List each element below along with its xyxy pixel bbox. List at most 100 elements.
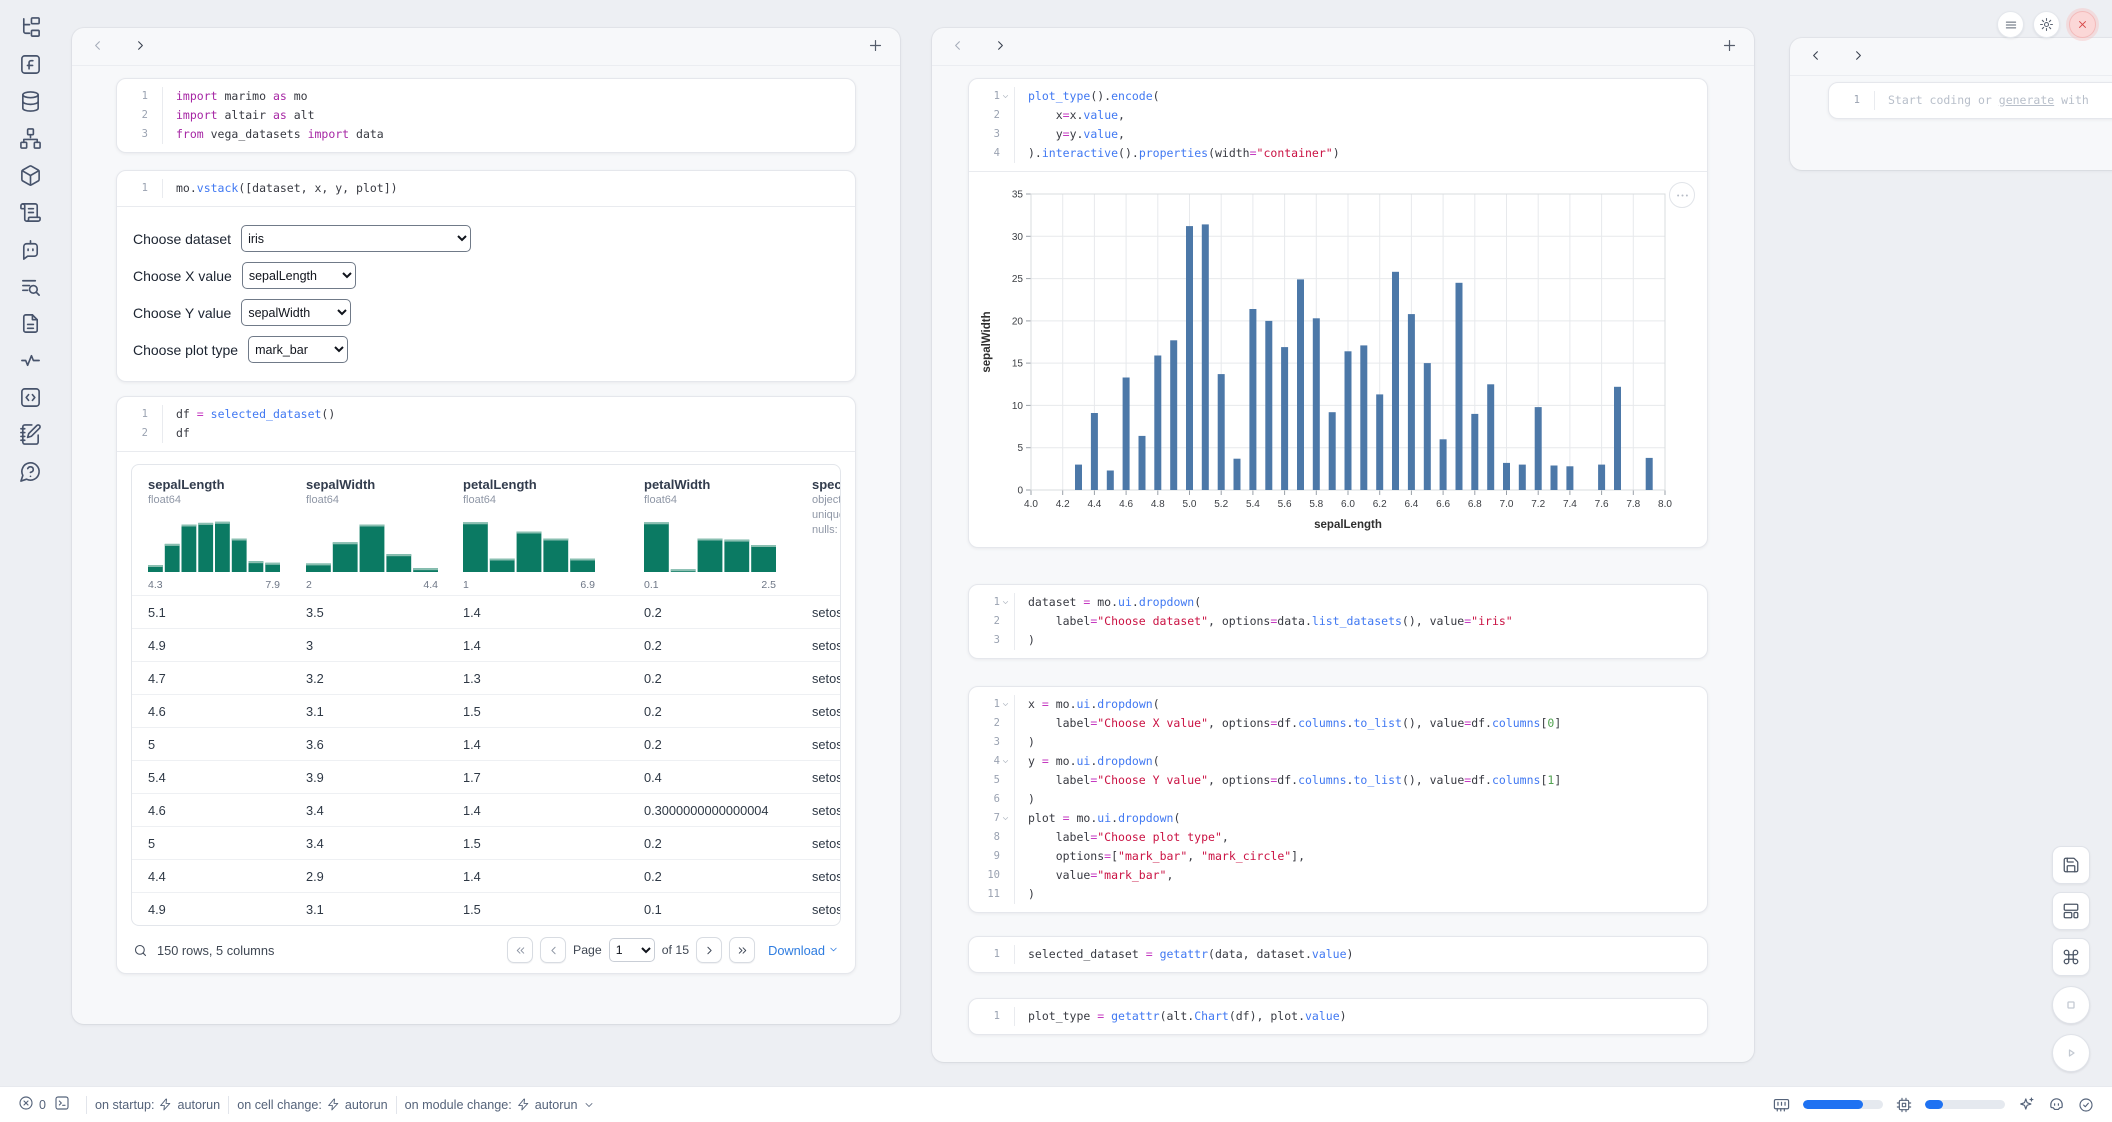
sidebar-item-outline[interactable] <box>18 312 43 337</box>
line-number: 5 <box>994 771 1000 790</box>
fold-chevron-icon[interactable] <box>1000 700 1011 709</box>
table-row[interactable]: 4.63.41.40.3000000000000004setosa <box>132 793 840 826</box>
table-row[interactable]: 4.931.40.2setosa <box>132 628 840 661</box>
search-icon[interactable] <box>133 943 148 958</box>
sidebar-item-dependency-graph[interactable] <box>18 127 43 152</box>
layout-toggle-button[interactable] <box>2052 892 2090 930</box>
svg-text:7.4: 7.4 <box>1563 499 1577 510</box>
column-histogram <box>644 516 776 572</box>
column-header-petalWidth[interactable]: petalWidthfloat640.12.5 <box>628 465 796 591</box>
keyboard-shortcuts-button[interactable] <box>2052 938 2090 976</box>
dependency-graph-icon <box>19 127 42 153</box>
code-editor-plot[interactable]: 1plot_type().encode(2 x=x.value,3 y=y.va… <box>969 79 1707 171</box>
sidebar-item-data-sources[interactable] <box>18 90 43 115</box>
fold-chevron-icon[interactable] <box>1000 598 1011 607</box>
svg-text:30: 30 <box>1012 232 1024 243</box>
chart-output[interactable]: 4.04.24.44.64.85.05.25.45.65.86.06.26.46… <box>969 171 1707 547</box>
sidebar-item-snippets[interactable] <box>18 386 43 411</box>
line-number: 9 <box>994 847 1000 866</box>
table-row[interactable]: 53.61.40.2setosa <box>132 727 840 760</box>
svg-text:7.6: 7.6 <box>1595 499 1609 510</box>
svg-text:6.6: 6.6 <box>1436 499 1450 510</box>
page-select[interactable]: 1 <box>609 938 655 962</box>
fold-chevron-icon[interactable] <box>1000 757 1011 766</box>
sidebar-item-file-explorer[interactable] <box>18 16 43 41</box>
column-header-petalLength[interactable]: petalLengthfloat6416.9 <box>447 465 628 591</box>
code-editor-selected[interactable]: 1selected_dataset = getattr(data, datase… <box>969 937 1707 972</box>
table-row[interactable]: 53.41.50.2setosa <box>132 826 840 859</box>
panel-prev-button[interactable] <box>948 36 967 58</box>
sidebar-item-ai-chat[interactable] <box>18 238 43 263</box>
dropdown-select-choose-dataset[interactable]: iris <box>241 225 471 252</box>
chart-menu-button[interactable] <box>1669 182 1695 208</box>
connection-status-button[interactable] <box>2078 1097 2094 1113</box>
table-row[interactable]: 5.43.91.70.4setosa <box>132 760 840 793</box>
save-button[interactable] <box>2052 846 2090 884</box>
code-editor-dataset[interactable]: 1dataset = mo.ui.dropdown(2 label="Choos… <box>969 585 1707 658</box>
marimo-app: { "app": {"name": "marimo notebook"}, "c… <box>0 0 2112 1122</box>
svg-text:4.2: 4.2 <box>1056 499 1070 510</box>
panel-next-button[interactable] <box>131 36 150 58</box>
add-cell-button[interactable] <box>1721 37 1738 57</box>
code-editor-xyplot[interactable]: 1x = mo.ui.dropdown(2 label="Choose X va… <box>969 687 1707 912</box>
runtime-mode-toggle[interactable]: on cell change:autorun <box>237 1098 387 1112</box>
panel-next-button[interactable] <box>991 36 1010 58</box>
column-header-species[interactable]: speciesobjectunique:nulls: <box>796 465 841 591</box>
menu-button[interactable] <box>1997 11 2024 38</box>
sidebar-item-help[interactable] <box>18 460 43 485</box>
fold-chevron-icon[interactable] <box>1000 92 1011 101</box>
ai-assistant-button[interactable] <box>2018 1096 2035 1113</box>
panel-prev-button[interactable] <box>88 36 107 58</box>
error-count-badge[interactable]: 0 <box>18 1095 46 1114</box>
sidebar-item-packages[interactable] <box>18 164 43 189</box>
next-page-button[interactable] <box>696 937 722 963</box>
line-number: 2 <box>142 424 148 443</box>
panel-prev-button[interactable] <box>1806 46 1825 68</box>
dropdown-select-choose-plot-type[interactable]: mark_bar <box>248 336 348 363</box>
code-line: 3from vega_datasets import data <box>117 125 855 144</box>
code-editor-imports[interactable]: 1import marimo as mo2import altair as al… <box>117 79 855 152</box>
code-editor-plottype[interactable]: 1plot_type = getattr(alt.Chart(df), plot… <box>969 999 1707 1034</box>
column-header-sepalLength[interactable]: sepalLengthfloat644.37.9 <box>132 465 290 591</box>
table-row[interactable]: 4.42.91.40.2setosa <box>132 859 840 892</box>
sidebar-item-tracebacks[interactable] <box>18 349 43 374</box>
table-row[interactable]: 4.73.21.30.2setosa <box>132 661 840 694</box>
dropdown-select-choose-x-value[interactable]: sepalLength <box>242 262 356 289</box>
prev-page-button[interactable] <box>540 937 566 963</box>
settings-gear-button[interactable] <box>2033 11 2060 38</box>
fold-chevron-icon[interactable] <box>1000 814 1011 823</box>
line-number: 2 <box>994 714 1000 733</box>
stop-button[interactable] <box>2052 986 2090 1024</box>
code-placeholder[interactable]: Start coding or generate with <box>1875 91 2089 110</box>
code-editor-vstack[interactable]: 1mo.vstack([dataset, x, y, plot]) <box>117 171 855 206</box>
copilot-button[interactable] <box>2048 1096 2065 1113</box>
shutdown-close-button[interactable] <box>2069 11 2096 38</box>
panel-next-button[interactable] <box>1849 46 1868 68</box>
run-all-button[interactable] <box>2052 1034 2090 1072</box>
line-number: 1 <box>142 179 148 198</box>
dropdown-select-choose-y-value[interactable]: sepalWidth <box>241 299 351 326</box>
table-row[interactable]: 4.63.11.50.2setosa <box>132 694 840 727</box>
runtime-mode-toggle[interactable]: on startup:autorun <box>95 1098 220 1112</box>
code-editor-df[interactable]: 1df = selected_dataset()2df <box>117 397 855 451</box>
add-cell-button[interactable] <box>867 37 884 57</box>
terminal-button[interactable] <box>54 1095 70 1114</box>
first-page-button[interactable] <box>507 937 533 963</box>
table-row[interactable]: 5.13.51.40.2setosa <box>132 595 840 628</box>
altair-bar-chart[interactable]: 4.04.24.44.64.85.05.25.45.65.86.06.26.46… <box>977 184 1707 541</box>
dropdown-control-row: Choose plot typemark_bar <box>133 336 839 363</box>
outline-icon <box>19 312 42 338</box>
sidebar-item-documentation[interactable] <box>18 201 43 226</box>
sidebar <box>0 0 60 485</box>
sidebar-item-functions[interactable] <box>18 53 43 78</box>
snippets-icon <box>19 386 42 412</box>
last-page-button[interactable] <box>729 937 755 963</box>
column-header-sepalWidth[interactable]: sepalWidthfloat6424.4 <box>290 465 447 591</box>
sidebar-item-scratchpad[interactable] <box>18 423 43 448</box>
runtime-mode-toggle[interactable]: on module change:autorun <box>405 1098 595 1112</box>
svg-text:sepalWidth: sepalWidth <box>981 311 993 372</box>
empty-code-editor[interactable]: 1Start coding or generate with <box>1829 83 2112 118</box>
download-button[interactable]: Download <box>768 943 839 958</box>
sidebar-item-logs[interactable] <box>18 275 43 300</box>
table-row[interactable]: 4.93.11.50.1setosa <box>132 892 840 925</box>
